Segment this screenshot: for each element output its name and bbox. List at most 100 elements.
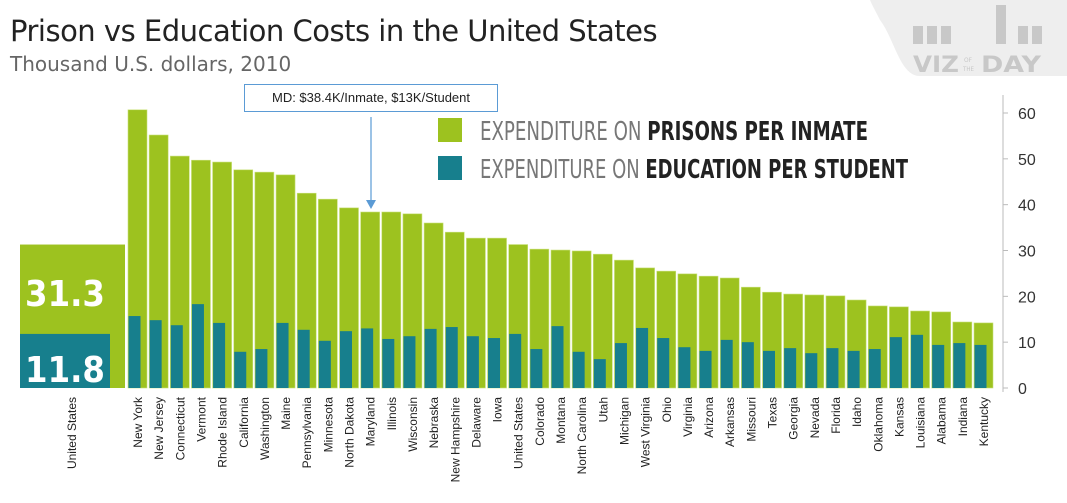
summary-label: United States	[65, 397, 79, 469]
x-tick-label: Colorado	[533, 397, 547, 446]
summary-prisons-value: 31.3	[25, 274, 105, 315]
education-bar	[445, 327, 458, 388]
x-tick-label: Delaware	[469, 397, 483, 448]
x-tick-label: West Virginia	[639, 397, 653, 468]
education-bar	[403, 336, 416, 388]
education-bar	[847, 350, 860, 388]
x-tick-label: Alabama	[935, 397, 949, 445]
y-tick-label: 20	[1018, 289, 1036, 306]
x-tick-label: New Jersey	[152, 397, 166, 460]
education-bar	[889, 337, 902, 388]
x-tick-label: California	[237, 397, 251, 448]
education-bar	[530, 349, 543, 388]
education-bar	[784, 348, 797, 388]
x-tick-label: North Carolina	[575, 397, 589, 475]
education-bar	[911, 334, 924, 388]
education-bar	[826, 348, 839, 388]
education-bar	[382, 338, 395, 388]
us-summary-block: 31.3 11.8 United States	[20, 244, 125, 469]
education-bar	[868, 349, 881, 388]
viz-of-the-day-logo: VIZ OF THE DAY	[870, 0, 1067, 78]
x-tick-label: Georgia	[787, 397, 801, 440]
x-tick-label: United States	[512, 397, 526, 469]
x-tick-label: Washington	[258, 397, 272, 460]
x-tick-label: Oklahoma	[871, 397, 885, 452]
chart-title: Prison vs Education Costs in the United …	[10, 14, 658, 48]
legend-swatch	[438, 118, 462, 142]
education-bar	[720, 339, 733, 388]
x-tick-label: North Dakota	[343, 397, 357, 468]
education-bar	[593, 359, 606, 388]
education-bar	[340, 331, 352, 388]
annotation-arrow	[366, 117, 376, 209]
education-bar	[551, 326, 564, 388]
x-tick-label: Pennsylvania	[300, 397, 314, 469]
summary-education-value: 11.8	[25, 350, 105, 391]
x-tick-label: Illinois	[385, 397, 399, 430]
x-tick-label: Kansas	[892, 397, 906, 437]
education-bar	[488, 338, 501, 388]
education-bar	[657, 338, 670, 388]
y-axis: 0 10 20 30 40 50 60	[1002, 95, 1036, 398]
education-bar	[128, 316, 141, 388]
y-tick-label: 40	[1018, 198, 1036, 215]
x-tick-label: Maryland	[364, 397, 378, 446]
education-bar	[572, 351, 585, 388]
x-tick-label: Rhode Island	[216, 397, 230, 468]
education-bar	[974, 344, 987, 388]
svg-text:OF: OF	[964, 57, 973, 64]
x-tick-label: Iowa	[491, 397, 505, 423]
legend-label: EXPENDITURE ON PRISONS PER INMATE	[480, 117, 868, 147]
chart-subtitle: Thousand U.S. dollars, 2010	[10, 52, 292, 76]
x-tick-label: Minnesota	[321, 397, 335, 453]
education-bar	[636, 327, 649, 388]
education-bar	[234, 351, 247, 388]
x-tick-label: Ohio	[660, 397, 674, 423]
education-bar	[318, 340, 331, 388]
summary-education-bar	[20, 333, 110, 388]
education-bar	[170, 325, 183, 388]
education-bar	[361, 328, 374, 388]
x-tick-label: Arizona	[702, 397, 716, 438]
x-tick-label: Nebraska	[427, 397, 441, 449]
x-tick-label: Kentucky	[977, 397, 991, 446]
legend: EXPENDITURE ON PRISONS PER INMATE EXPENDI…	[438, 117, 908, 185]
y-tick-label: 10	[1018, 335, 1036, 352]
annotation-tooltip: MD: $38.4K/Inmate, $13K/Student	[244, 84, 498, 112]
x-tick-label: Maine	[279, 397, 293, 430]
education-bar	[297, 329, 310, 388]
legend-label: EXPENDITURE ON EDUCATION PER STUDENT	[480, 155, 908, 185]
x-tick-label: Connecticut	[173, 396, 187, 460]
x-tick-label: Arkansas	[723, 397, 737, 447]
x-tick-label: Louisiana	[914, 397, 928, 449]
education-bar	[255, 349, 268, 388]
x-tick-label: New York	[131, 396, 145, 448]
education-bar	[424, 328, 437, 388]
education-bar	[805, 353, 818, 388]
education-bar	[699, 350, 712, 388]
x-tick-label: Indiana	[956, 397, 970, 437]
education-bar	[466, 336, 479, 388]
x-tick-label: Michigan	[617, 397, 631, 445]
x-tick-label: Florida	[829, 397, 843, 434]
x-tick-label: Montana	[554, 397, 568, 444]
svg-text:DAY: DAY	[981, 53, 1042, 78]
x-tick-label: Idaho	[850, 397, 864, 427]
y-tick-label: 30	[1018, 244, 1036, 261]
education-bar	[953, 343, 966, 388]
x-tick-label: Wisconsin	[406, 397, 420, 452]
y-tick-label: 0	[1018, 381, 1027, 398]
education-bar	[678, 347, 691, 388]
y-tick-label: 50	[1018, 152, 1036, 169]
x-tick-label: Vermont	[194, 396, 208, 441]
x-tick-label: New Hampshire	[448, 397, 462, 483]
x-tick-label: Virginia	[681, 397, 695, 437]
x-tick-label: Missouri	[744, 397, 758, 442]
x-tick-label: Nevada	[808, 397, 822, 439]
education-bar	[213, 322, 226, 388]
x-tick-label: Texas	[766, 397, 780, 428]
education-bar	[932, 344, 945, 388]
education-bar	[741, 342, 754, 388]
education-bar	[763, 350, 775, 388]
